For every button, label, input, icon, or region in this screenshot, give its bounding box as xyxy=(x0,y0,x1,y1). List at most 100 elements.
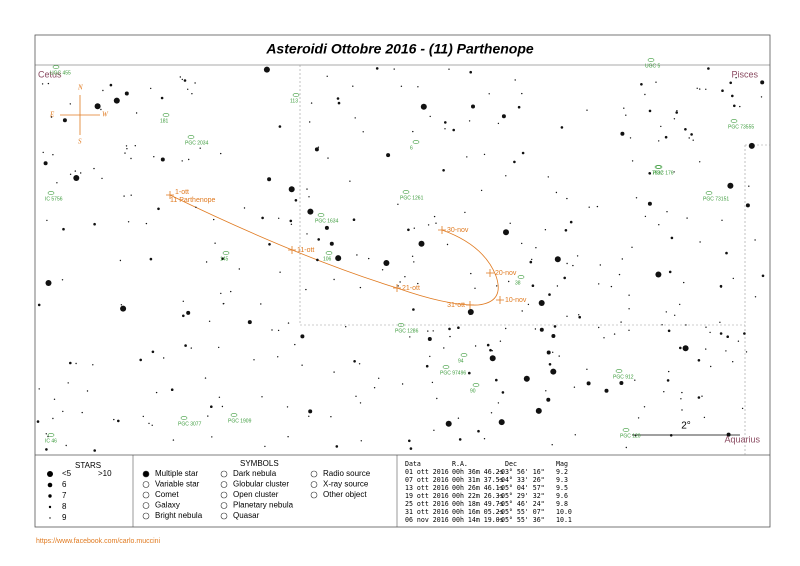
galaxy-symbol xyxy=(47,191,55,195)
star xyxy=(446,243,449,246)
star xyxy=(93,449,96,452)
star xyxy=(719,332,723,335)
star xyxy=(699,241,701,243)
compass-n: N xyxy=(77,84,83,92)
star xyxy=(705,88,707,91)
star xyxy=(499,340,502,342)
star xyxy=(399,281,401,283)
ephemeris-cell: -05° 46' 24" xyxy=(497,500,545,508)
star xyxy=(683,281,685,284)
star xyxy=(552,351,554,353)
star xyxy=(360,440,362,442)
star xyxy=(337,101,341,105)
star xyxy=(309,121,311,123)
star xyxy=(172,439,175,441)
star xyxy=(93,222,96,226)
star xyxy=(333,278,335,281)
galaxy-symbol xyxy=(222,251,230,255)
star xyxy=(699,161,701,163)
track-marker xyxy=(288,246,296,254)
star xyxy=(69,173,72,175)
star xyxy=(355,395,357,397)
galaxy-label: PGC 176 xyxy=(653,170,674,176)
star xyxy=(707,67,710,70)
star xyxy=(586,109,588,111)
star xyxy=(46,219,48,222)
star xyxy=(458,438,462,441)
star xyxy=(496,285,498,287)
star xyxy=(573,386,576,388)
star xyxy=(301,364,303,366)
star xyxy=(719,321,721,323)
star xyxy=(336,97,340,100)
magnitude-label: 6 xyxy=(62,480,67,489)
star xyxy=(186,310,191,315)
star xyxy=(610,285,613,288)
star xyxy=(555,191,558,194)
star xyxy=(62,118,67,123)
star xyxy=(187,88,189,91)
star xyxy=(182,300,184,302)
star xyxy=(204,377,207,379)
star xyxy=(727,182,734,189)
star xyxy=(604,388,609,393)
star xyxy=(682,345,689,352)
star xyxy=(400,85,403,88)
star xyxy=(466,156,468,158)
star xyxy=(670,236,674,240)
symbol-label: Galaxy xyxy=(155,501,180,510)
star xyxy=(745,203,750,208)
star xyxy=(486,343,490,347)
star xyxy=(306,233,308,235)
star xyxy=(467,309,474,315)
star xyxy=(113,418,115,421)
star xyxy=(183,79,187,82)
star xyxy=(195,206,197,208)
galaxy-symbol xyxy=(730,119,738,123)
track-date: 31-ott xyxy=(447,302,465,309)
star xyxy=(545,390,547,392)
star xyxy=(490,412,493,414)
star xyxy=(383,260,390,266)
star xyxy=(517,105,521,109)
star xyxy=(480,189,483,192)
star xyxy=(737,340,740,342)
star xyxy=(223,302,225,305)
star xyxy=(427,337,432,341)
star xyxy=(50,116,53,118)
galaxy-label: 38 xyxy=(515,280,521,286)
constellation-label: Pisces xyxy=(731,69,758,79)
star xyxy=(408,439,411,443)
galaxy-symbol xyxy=(705,191,713,195)
star xyxy=(286,406,289,408)
magnitude-label: <5 xyxy=(62,469,72,478)
galaxy-label: UGC 5 xyxy=(645,63,661,69)
star xyxy=(620,131,625,136)
ephemeris-cell: 00h 26m 46.1s xyxy=(452,484,504,492)
star xyxy=(477,429,480,433)
star xyxy=(36,420,40,423)
star xyxy=(113,97,120,104)
compass xyxy=(60,95,100,135)
star xyxy=(211,436,213,438)
star xyxy=(701,395,703,397)
star xyxy=(572,264,574,267)
symbol-icon xyxy=(310,491,318,499)
star xyxy=(664,135,668,139)
asteroid-track xyxy=(169,194,499,306)
stars xyxy=(36,66,765,452)
star xyxy=(155,391,158,394)
star xyxy=(760,80,765,85)
track-marker xyxy=(393,284,401,292)
star xyxy=(705,326,707,328)
star xyxy=(333,371,335,373)
stars-title: STARS xyxy=(75,461,101,470)
star xyxy=(690,133,693,136)
star xyxy=(109,83,113,87)
star xyxy=(586,381,591,386)
star xyxy=(483,438,486,440)
galaxy-symbol xyxy=(517,275,525,279)
ephemeris-cell: 9.3 xyxy=(556,476,568,484)
star xyxy=(468,371,471,375)
star xyxy=(317,146,320,148)
